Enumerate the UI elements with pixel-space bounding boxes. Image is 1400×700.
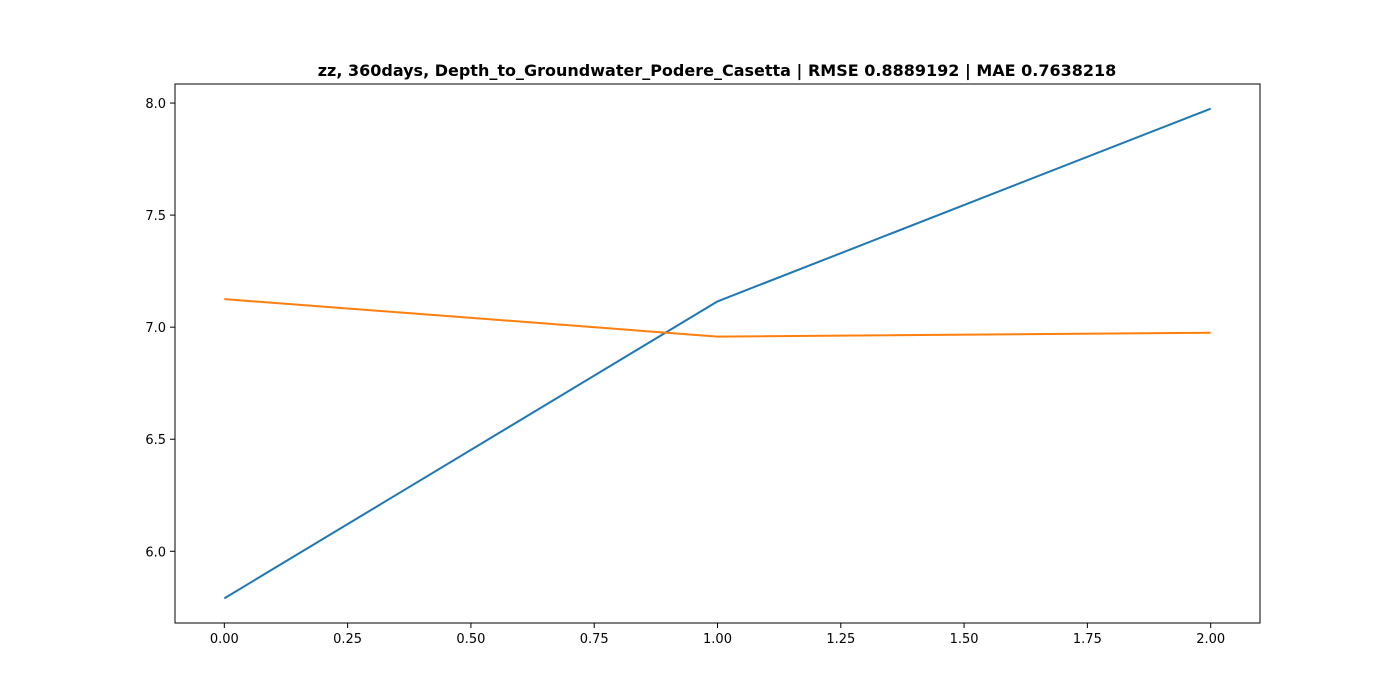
y-tick-label: 7.5 [145,209,166,224]
x-tick-label: 1.25 [826,632,855,647]
x-tick-label: 0.00 [210,632,239,647]
x-tick-label: 0.50 [456,632,485,647]
plot-area-frame [174,83,1261,624]
x-tick-label: 1.75 [1073,632,1102,647]
series-layer [223,107,1212,600]
y-tick-label: 7.0 [145,321,166,336]
x-tick-label: 1.50 [950,632,979,647]
y-tick-label: 8.0 [145,97,166,112]
series-2-line [224,298,1211,338]
chart-title: zz, 360days, Depth_to_Groundwater_Podere… [318,61,1117,81]
series-1-line [223,107,1212,600]
x-axis: 0.00 0.25 0.50 0.75 1.00 1.25 1.50 1.75 2.00 [210,623,1225,647]
x-tick-label: 2.00 [1196,632,1225,647]
x-tick-label: 0.75 [580,632,609,647]
y-tick-label: 6.5 [145,433,166,448]
x-tick-label: 1.00 [703,632,732,647]
y-tick-label: 6.0 [145,545,166,560]
x-tick-label: 0.25 [333,632,362,647]
y-axis: 6.0 6.5 7.0 7.5 8.0 [145,97,175,560]
